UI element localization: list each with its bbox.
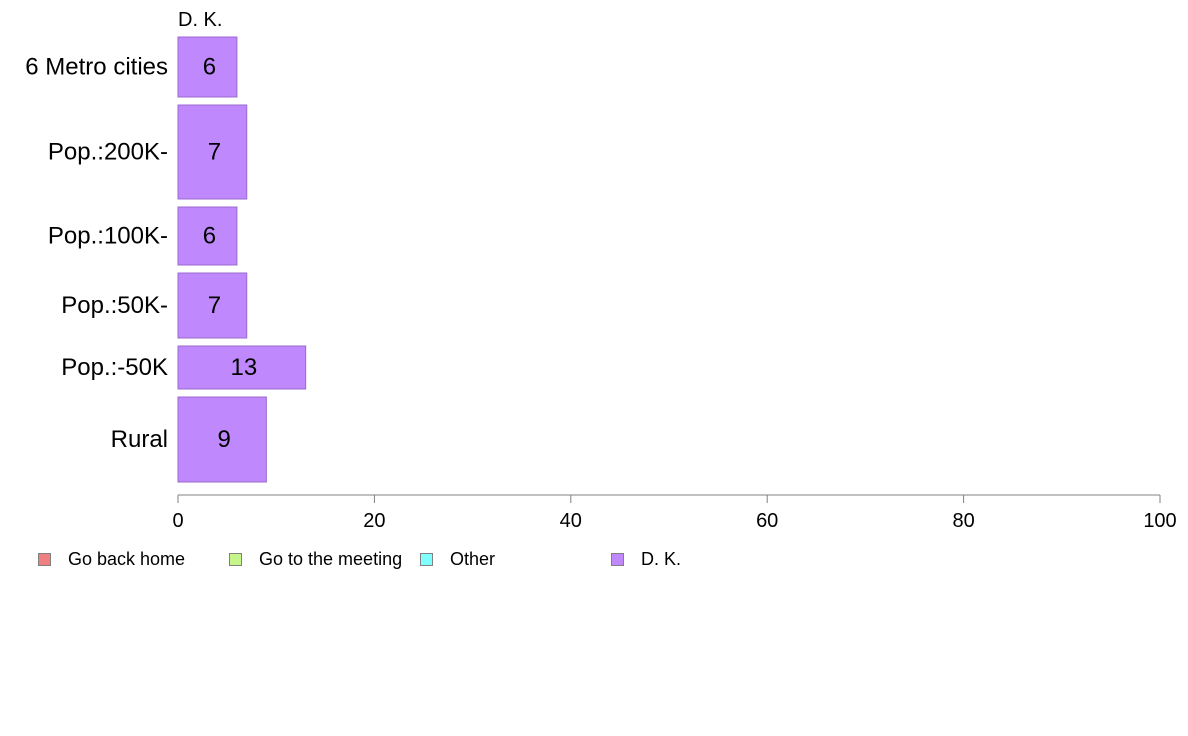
bar — [177, 396, 267, 483]
x-tick-label: 80 — [952, 510, 974, 532]
legend-swatch — [420, 552, 433, 566]
bar-value-label: 7 — [208, 139, 221, 166]
category-label: Pop.:-50K — [61, 354, 168, 381]
legend-swatch — [611, 552, 624, 566]
series-header-label: D. K. — [178, 9, 222, 31]
legend-item: Go back home — [38, 548, 185, 570]
category-label: Pop.:100K- — [48, 223, 168, 250]
bar-value-label: 6 — [203, 54, 216, 81]
legend-label: D. K. — [641, 548, 682, 569]
bar — [177, 272, 248, 339]
legend: Go back home Go to the meeting Other D. K. — [38, 548, 798, 570]
x-tick-label: 40 — [560, 510, 582, 532]
legend-item: Other — [420, 548, 495, 570]
legend-label: Go to the meeting — [259, 548, 403, 569]
bar-value-label: 7 — [208, 292, 221, 319]
x-tick-label: 60 — [756, 510, 778, 532]
legend-label: Go back home — [68, 548, 186, 569]
legend-swatch — [229, 552, 242, 566]
bars — [177, 36, 307, 483]
x-tick-label: 0 — [172, 510, 183, 532]
category-label: 6 Metro cities — [25, 54, 168, 81]
x-tick-label: 20 — [363, 510, 385, 532]
value-labels: 6 7 6 7 13 9 — [203, 54, 257, 454]
category-label: Pop.:50K- — [61, 292, 168, 319]
legend-item: Go to the meeting — [229, 548, 402, 570]
bar — [177, 345, 307, 390]
bar-value-label: 9 — [218, 426, 231, 453]
bar-value-label: 6 — [203, 223, 216, 250]
category-labels: 6 Metro cities Pop.:200K- Pop.:100K- Pop.:5… — [25, 54, 168, 454]
bar-value-label: 13 — [230, 354, 257, 381]
bar — [177, 36, 238, 98]
x-tick-label: 100 — [1143, 510, 1176, 532]
bar — [177, 104, 248, 200]
category-label: Rural — [111, 426, 168, 453]
category-label: Pop.:200K- — [48, 139, 168, 166]
legend-item: D. K. — [611, 548, 681, 570]
x-axis: 0 20 40 60 80 100 — [172, 494, 1177, 532]
bar — [177, 206, 238, 266]
legend-label: Other — [450, 548, 496, 569]
legend-swatch — [38, 552, 51, 566]
